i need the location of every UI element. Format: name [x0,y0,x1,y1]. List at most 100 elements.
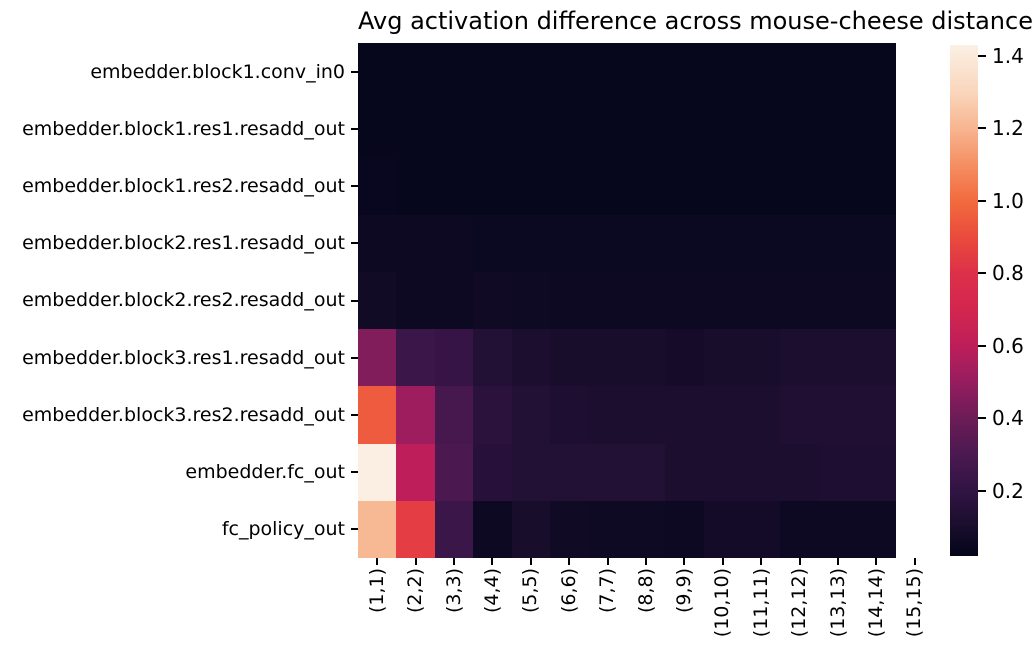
heatmap-cell [703,157,742,215]
heatmap-cell [511,43,550,101]
heatmap-cell [550,214,589,272]
heatmap-cell [626,386,666,444]
x-tick-label: (10,10) [711,568,734,638]
heatmap-cell [434,329,474,387]
heatmap-cell [780,214,819,272]
heatmap-cell [550,443,589,501]
x-tick-mark [376,558,379,565]
heatmap-cell [703,271,742,330]
x-tick-slot: (6,6) [550,568,588,656]
heatmap-cell [857,43,896,101]
heatmap-cell [588,157,627,215]
heatmap-cell [703,100,742,158]
heatmap-cell [511,157,550,215]
x-tick-slot: (3,3) [435,568,473,656]
x-tick-label: (13,13) [826,568,849,638]
colorbar-tick-mark [978,489,986,492]
x-tick-mark [760,558,763,565]
heatmap-cell [588,386,627,444]
heatmap-cell [588,100,627,158]
heatmap-cell [550,43,589,101]
x-tick-mark [606,558,609,565]
x-tick-mark [491,558,494,565]
heatmap-cell [358,329,397,387]
colorbar [950,45,978,556]
x-tick-mark [798,558,801,565]
heatmap-cell [473,386,512,444]
heatmap-cell [703,500,742,558]
heatmap-cell [665,386,704,444]
x-tick-mark [721,558,724,565]
heatmap-cell [857,443,896,501]
heatmap-cell [396,43,435,101]
colorbar-tick-mark [978,54,986,57]
x-tick-mark [837,558,839,565]
x-tick-mark [414,558,417,565]
heatmap-cell [895,329,934,387]
x-axis-labels: (1,1) (2,2) (3,3) (4,4) (5,5) (6,6) (7,7) (8,8)… [358,568,934,656]
heatmap-cell [511,443,550,501]
heatmap-cell [895,443,934,501]
x-tick-slot: (11,11) [742,568,780,656]
heatmap-cell [665,100,704,158]
heatmap-cell [703,214,742,272]
heatmap-cell [358,386,397,444]
y-tick-mark [351,185,358,188]
heatmap-cell [626,271,666,330]
heatmap-cell [396,100,435,158]
heatmap-cell [473,500,512,558]
colorbar-tick-mark [978,127,986,130]
colorbar-tick-mark [978,272,986,275]
heatmap-cell [511,500,550,558]
x-tick-label: (8,8) [634,568,657,614]
heatmap-cell [626,43,666,101]
heatmap-cell [703,43,742,101]
heatmap-cell [780,386,819,444]
y-tick-mark [351,242,358,245]
heatmap-cell [818,157,858,215]
heatmap-cell [550,157,589,215]
heatmap-cell [895,271,934,330]
heatmap-cell [895,214,934,272]
x-tick-label: (15,15) [903,568,926,638]
heatmap-cell [857,386,896,444]
heatmap-cell [742,100,781,158]
heatmap-cell [550,500,589,558]
heatmap-cell [626,157,666,215]
heatmap-cell [742,214,781,272]
heatmap-cell [665,329,704,387]
heatmap-cell [665,271,704,330]
colorbar-tick-mark [978,344,986,347]
heatmap-cell [396,329,435,387]
heatmap-cell [588,43,627,101]
x-tick-label: (2,2) [404,568,427,614]
heatmap-cell [626,214,666,272]
heatmap-cell [434,500,474,558]
y-tick-label: embedder.block1.conv_in0 [90,60,345,83]
colorbar-tick-mark [978,417,986,420]
y-tick-label: embedder.block2.res2.resadd_out [22,289,345,312]
heatmap-cell [626,100,666,158]
heatmap-cell [473,329,512,387]
heatmap-cell [626,443,666,501]
heatmap-cell [895,386,934,444]
colorbar-tick-label: 0.6 [992,333,1024,358]
colorbar-tick-label: 0.8 [992,261,1024,286]
colorbar-tick-label: 1.4 [992,43,1024,68]
heatmap-cell [511,100,550,158]
heatmap-cell [358,443,397,501]
heatmap-cell [742,386,781,444]
colorbar-tick-label: 1.0 [992,188,1024,213]
heatmap-cell [511,329,550,387]
y-tick-mark [351,127,358,130]
heatmap-cell [588,443,627,501]
heatmap-cell [550,386,589,444]
x-tick-slot: (8,8) [627,568,665,656]
heatmap-cell [473,214,512,272]
y-tick-label: embedder.fc_out [185,461,345,484]
heatmap-cell [358,157,397,215]
x-tick-label: (6,6) [557,568,580,614]
y-tick-mark [351,299,358,302]
x-tick-slot: (9,9) [665,568,703,656]
heatmap-cell [473,43,512,101]
